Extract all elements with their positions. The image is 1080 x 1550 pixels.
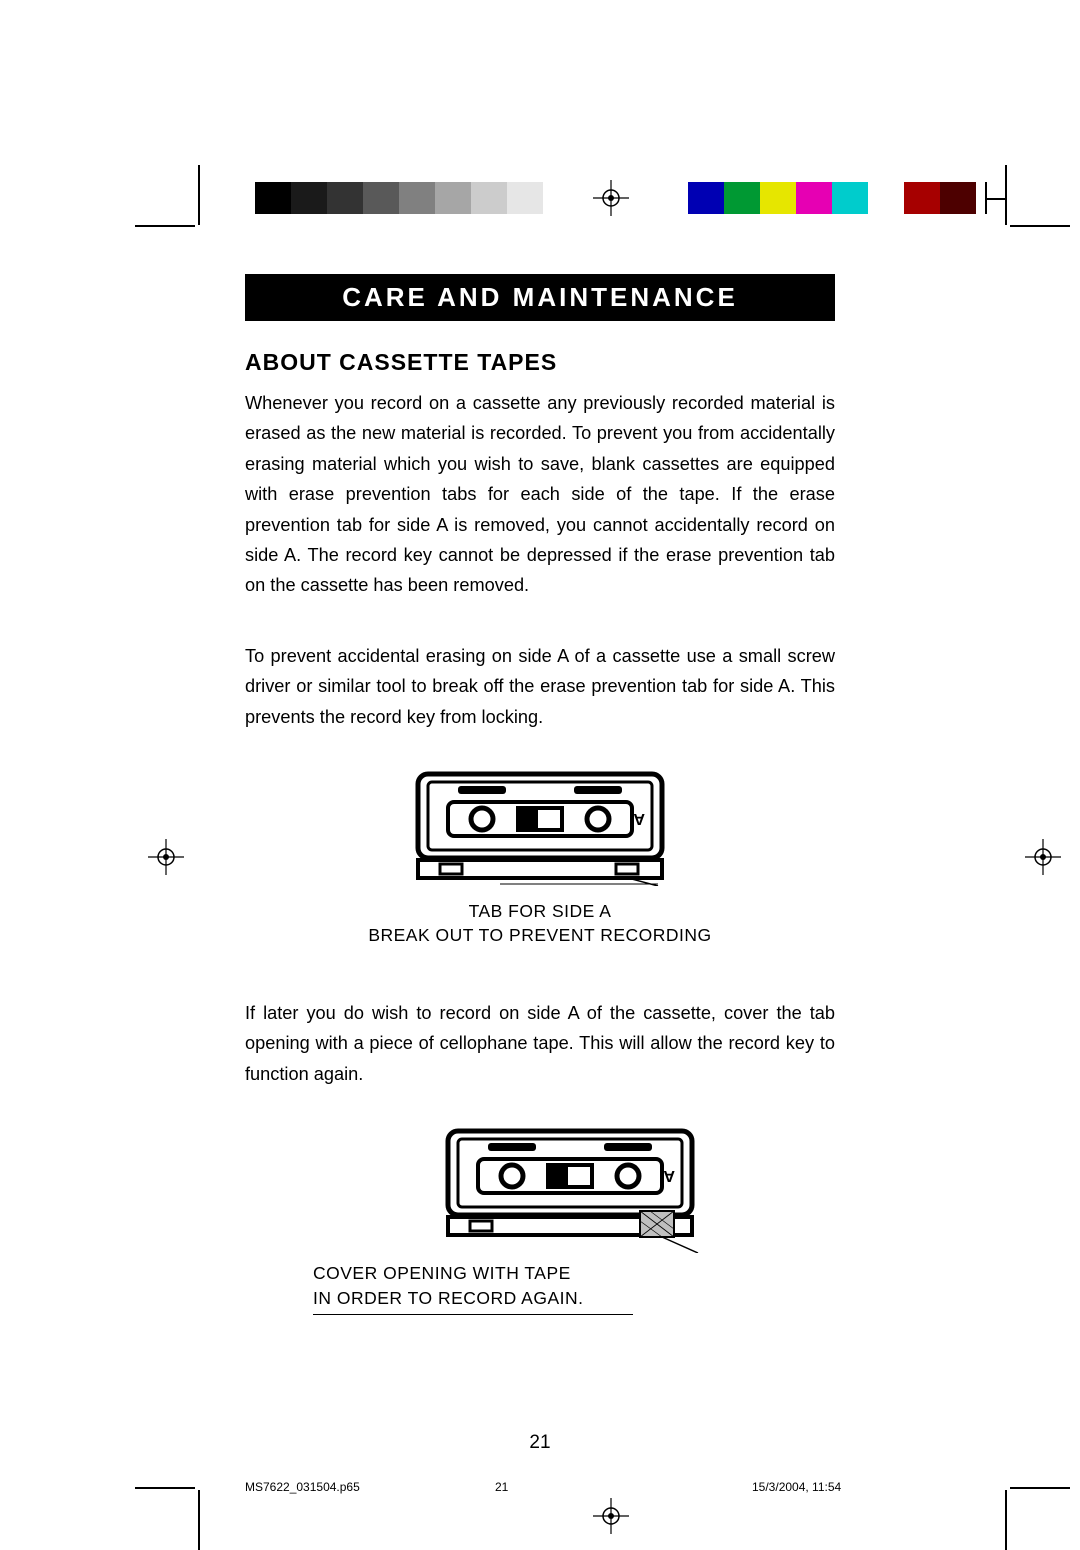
figure-2-caption-line-1: COVER OPENING WITH TAPE: [313, 1261, 613, 1286]
paragraph-3: If later you do wish to record on side A…: [245, 998, 835, 1089]
content-area: CARE AND MAINTENANCE ABOUT CASSETTE TAPE…: [245, 274, 835, 1323]
footer-datetime: 15/3/2004, 11:54: [752, 1480, 841, 1494]
crop-tick: [985, 198, 1005, 200]
crop-mark: [135, 1487, 195, 1489]
calibration-bar-grayscale: [255, 182, 551, 214]
crop-mark: [1010, 225, 1070, 227]
register-mark-icon: [148, 839, 184, 875]
crop-mark: [198, 1490, 200, 1550]
section-title: CARE AND MAINTENANCE: [245, 274, 835, 321]
svg-text:A: A: [633, 810, 645, 827]
section-subhead: ABOUT CASSETTE TAPES: [245, 349, 835, 376]
cassette-diagram-icon: A: [410, 766, 670, 886]
register-mark-icon: [593, 1498, 629, 1534]
svg-text:A: A: [663, 1167, 675, 1184]
calibration-bar-color: [688, 182, 984, 214]
paragraph-2: To prevent accidental erasing on side A …: [245, 641, 835, 732]
crop-mark: [135, 225, 195, 227]
crop-mark: [1005, 165, 1007, 225]
crop-mark: [1010, 1487, 1070, 1489]
page-number: 21: [0, 1432, 1080, 1454]
cassette-diagram-icon: A: [440, 1123, 700, 1253]
page: CARE AND MAINTENANCE ABOUT CASSETTE TAPE…: [0, 0, 1080, 1528]
paragraph-1: Whenever you record on a cassette any pr…: [245, 388, 835, 601]
footer-filename: MS7622_031504.p65: [245, 1480, 360, 1494]
register-mark-icon: [593, 180, 629, 216]
figure-1-caption-line-1: TAB FOR SIDE A: [245, 899, 835, 924]
figure-1: A TAB FOR SIDE A BREAK OUT TO PREVENT RE…: [245, 766, 835, 948]
footer-sheet: 21: [495, 1480, 508, 1494]
crop-mark: [1005, 1490, 1007, 1550]
figure-1-caption-line-2: BREAK OUT TO PREVENT RECORDING: [245, 923, 835, 948]
crop-tick: [985, 182, 987, 214]
figure-2-caption-line-2: IN ORDER TO RECORD AGAIN.: [313, 1286, 613, 1311]
figure-2: A COVER OPENING WITH TAPE IN ORDER TO RE…: [245, 1123, 835, 1323]
crop-mark: [198, 165, 200, 225]
register-mark-icon: [1025, 839, 1061, 875]
